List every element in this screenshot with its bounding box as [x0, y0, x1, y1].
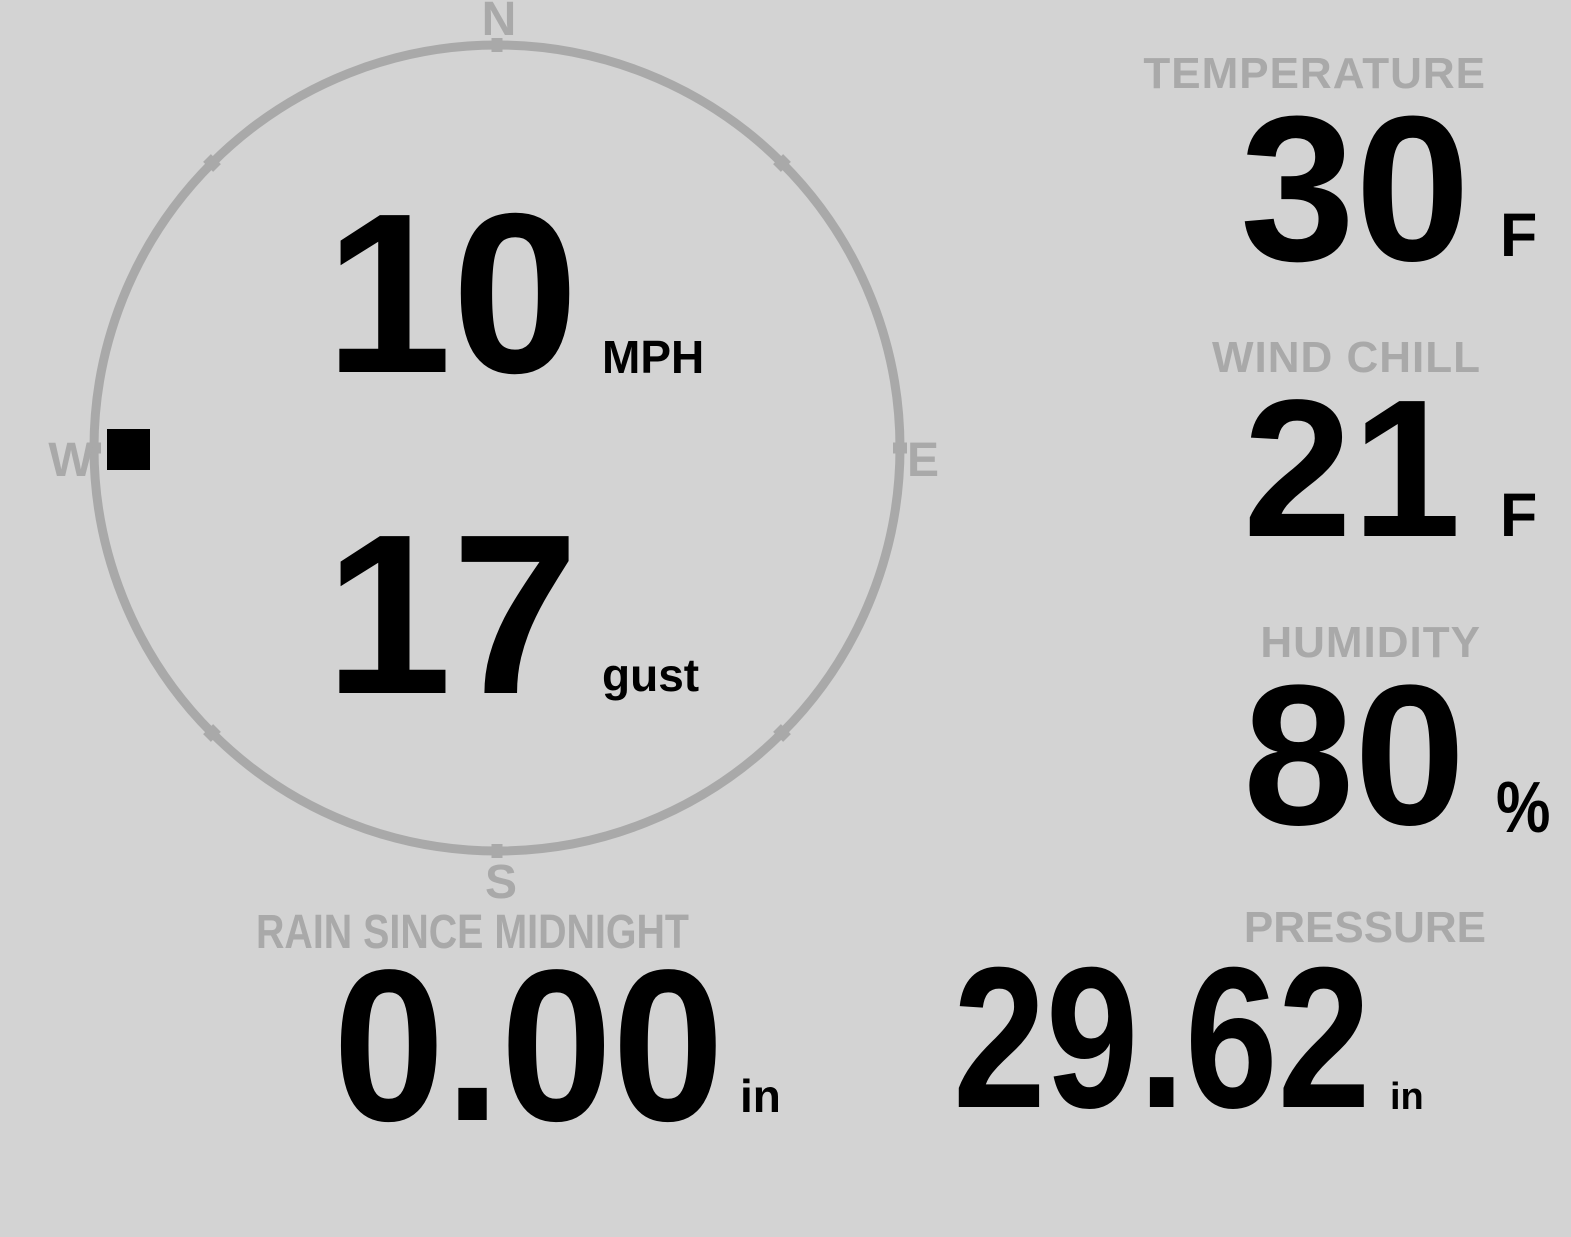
compass-label-west: W: [48, 434, 94, 487]
wind-speed-value: 10: [325, 167, 579, 421]
temperature-label: TEMPERATURE: [1143, 49, 1486, 98]
temperature-value: 30: [1240, 73, 1471, 304]
wind-compass-gauge: [87, 38, 907, 858]
humidity-value: 80: [1243, 644, 1466, 867]
wind-speed-unit: MPH: [602, 331, 705, 383]
compass-label-south: S: [484, 856, 518, 909]
wind-chill-value: 21: [1243, 359, 1462, 578]
wind-gust-unit: gust: [602, 649, 700, 701]
temperature-unit: F: [1500, 201, 1538, 269]
compass-label-north: N: [481, 0, 517, 46]
wind-chill-unit: F: [1500, 481, 1538, 549]
wind-gust-value: 17: [325, 488, 579, 742]
rain-unit: in: [740, 1070, 781, 1122]
pressure-unit: in: [1390, 1076, 1424, 1118]
humidity-unit: %: [1496, 768, 1551, 848]
rain-value: 0.00: [333, 924, 724, 1166]
pressure-label: PRESSURE: [1243, 903, 1486, 952]
compass-tick-marks: [87, 38, 907, 858]
humidity-label: HUMIDITY: [1260, 618, 1481, 667]
pressure-value: 29.62: [953, 925, 1371, 1150]
wind-chill-label: WIND CHILL: [1211, 333, 1481, 382]
compass-label-east: E: [906, 434, 940, 487]
wind-direction-marker: [107, 429, 150, 470]
rain-label: RAIN SINCE MIDNIGHT: [256, 906, 689, 959]
